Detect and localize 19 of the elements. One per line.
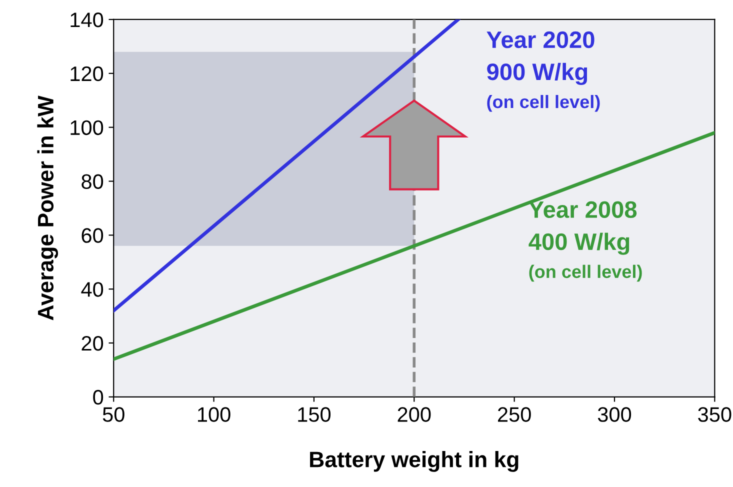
y-tick-label: 80 (82, 174, 104, 189)
x-tick-label: 300 (598, 407, 632, 422)
y-tick-label: 140 (70, 12, 104, 28)
y-tick-label: 120 (70, 66, 104, 82)
x-tick-label: 350 (698, 407, 732, 422)
series-label: Year 2008 400 W/kg (on cell level) (528, 201, 642, 282)
x-axis-title: Battery weight in kg (310, 451, 518, 472)
y-axis-title: Average Power in kW (37, 96, 58, 320)
x-tick-label: 150 (298, 407, 331, 422)
y-tick-label: 0 (93, 390, 104, 405)
y-tick-label: 100 (70, 120, 104, 136)
x-tick-label: 250 (498, 407, 531, 422)
x-tick-label: 50 (102, 407, 124, 422)
y-tick-label: 20 (82, 336, 104, 351)
x-tick-label: 100 (198, 407, 230, 422)
series-label: Year 2020 900 W/kg (on cell level) (486, 31, 600, 112)
x-tick-label: 200 (398, 407, 431, 422)
y-tick-label: 60 (82, 228, 104, 243)
y-tick-label: 40 (81, 282, 104, 297)
